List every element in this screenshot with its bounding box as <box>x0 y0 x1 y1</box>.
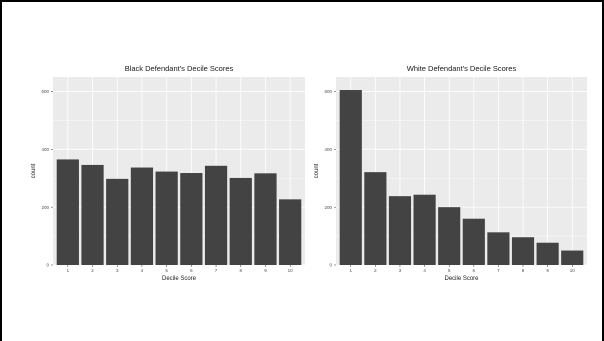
bar-8 <box>229 177 252 265</box>
x-tick-label: 4 <box>141 268 144 273</box>
x-tick-label: 2 <box>374 268 377 273</box>
x-tick-label: 8 <box>522 268 525 273</box>
x-tick-label: 10 <box>570 268 576 273</box>
x-axis-label: Decile Score <box>444 276 479 282</box>
bar-7 <box>487 232 510 265</box>
chart-title: White Defendant's Decile Scores <box>407 64 517 73</box>
chart-panel-black: 0 200 400 600 1 2 3 4 5 6 7 8 9 10 Black Defendant's D… <box>31 64 305 282</box>
bar-1 <box>56 159 79 265</box>
bar-6 <box>462 218 485 265</box>
bar-8 <box>511 237 535 265</box>
y-tick-label: 400 <box>324 147 332 152</box>
bar-4 <box>413 194 436 265</box>
y-tick-label: 200 <box>324 205 332 210</box>
x-tick-label: 8 <box>240 268 243 273</box>
bar-5 <box>438 207 461 265</box>
bar-3 <box>388 196 412 265</box>
bar-2 <box>364 172 387 265</box>
bar-5 <box>155 171 178 265</box>
y-tick-label: 600 <box>41 89 49 94</box>
x-tick-label: 1 <box>350 268 353 273</box>
x-tick-label: 3 <box>116 268 119 273</box>
x-tick-label: 9 <box>546 268 549 273</box>
x-tick-label: 6 <box>473 268 476 273</box>
x-tick-label: 1 <box>67 268 70 273</box>
x-tick-label: 7 <box>215 268 218 273</box>
bar-6 <box>180 173 203 265</box>
bar-2 <box>81 164 104 265</box>
y-axis-label: count <box>31 163 37 178</box>
x-tick-label: 6 <box>190 268 193 273</box>
y-tick-label: 400 <box>41 147 49 152</box>
x-tick-label: 5 <box>165 268 168 273</box>
x-tick-label: 2 <box>91 268 94 273</box>
bar-7 <box>204 165 228 265</box>
y-tick-label: 0 <box>46 263 49 268</box>
y-axis-label: count <box>314 163 320 178</box>
x-tick-label: 7 <box>497 268 500 273</box>
bar-4 <box>130 167 154 265</box>
chart-title: Black Defendant's Decile Scores <box>125 64 234 73</box>
y-tick-label: 0 <box>329 263 332 268</box>
x-tick-label: 10 <box>288 268 294 273</box>
bar-1 <box>339 90 362 265</box>
bar-3 <box>106 178 129 265</box>
y-tick-label: 200 <box>41 205 49 210</box>
x-tick-label: 4 <box>423 268 426 273</box>
x-tick-label: 5 <box>448 268 451 273</box>
x-tick-label: 3 <box>399 268 402 273</box>
bar-9 <box>536 242 559 265</box>
bar-9 <box>254 173 277 265</box>
x-axis-label: Decile Score <box>162 276 197 282</box>
y-tick-label: 600 <box>324 89 332 94</box>
bar-10 <box>561 250 584 265</box>
chart-panel-white: 0 200 400 600 1 2 3 4 5 6 7 8 9 10 White Defendant's D… <box>314 64 587 282</box>
bar-10 <box>279 199 302 265</box>
x-tick-label: 9 <box>264 268 267 273</box>
